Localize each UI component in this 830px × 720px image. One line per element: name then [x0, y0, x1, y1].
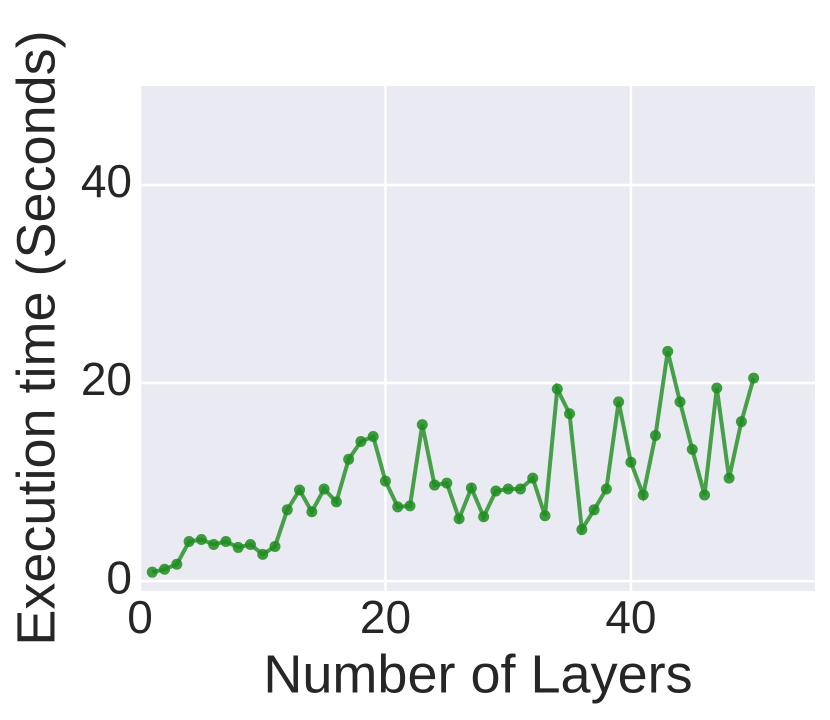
data-point — [564, 408, 576, 420]
data-point — [416, 419, 428, 431]
x-tick-label: 20 — [360, 591, 411, 643]
data-point — [686, 443, 698, 455]
data-point — [748, 372, 760, 384]
data-point — [404, 500, 416, 512]
data-point — [478, 511, 490, 523]
data-point — [159, 563, 171, 575]
data-point — [257, 548, 269, 560]
data-point — [711, 382, 723, 394]
data-point — [355, 435, 367, 447]
data-point — [723, 472, 735, 484]
data-point — [735, 416, 747, 428]
data-point — [429, 479, 441, 491]
x-tick-label: 0 — [127, 591, 153, 643]
data-point — [306, 506, 318, 518]
data-point — [269, 540, 281, 552]
data-point — [244, 538, 256, 550]
x-axis-label: Number of Layers — [263, 644, 692, 704]
data-point — [662, 345, 674, 357]
data-point — [171, 558, 183, 570]
data-point — [220, 535, 232, 547]
data-point — [195, 534, 207, 546]
data-point — [392, 501, 404, 513]
data-point — [625, 456, 637, 468]
data-point — [208, 538, 220, 550]
data-point — [281, 504, 293, 516]
data-point — [330, 496, 342, 508]
data-point — [600, 483, 612, 495]
data-point — [343, 453, 355, 465]
data-point — [551, 383, 563, 395]
x-tick-label: 40 — [605, 591, 656, 643]
data-point — [294, 484, 306, 496]
data-point — [637, 489, 649, 501]
data-point — [613, 396, 625, 408]
data-point — [539, 510, 551, 522]
plot-area — [140, 86, 815, 591]
data-point — [527, 472, 539, 484]
data-point — [699, 489, 711, 501]
data-point — [502, 483, 514, 495]
data-point — [146, 566, 158, 578]
data-point — [379, 475, 391, 487]
y-axis-label: Execution time (Seconds) — [6, 30, 66, 645]
data-point — [490, 485, 502, 497]
data-point — [576, 524, 588, 536]
data-point — [649, 430, 661, 442]
data-point — [514, 483, 526, 495]
data-point — [183, 535, 195, 547]
y-tick-label: 0 — [106, 551, 132, 603]
data-point — [674, 396, 686, 408]
data-point — [441, 477, 453, 489]
data-point — [318, 483, 330, 495]
data-point — [453, 513, 465, 525]
data-point — [232, 541, 244, 553]
data-point — [588, 504, 600, 516]
data-point — [465, 482, 477, 494]
y-tick-label: 20 — [81, 353, 132, 405]
data-point — [367, 431, 379, 443]
y-tick-label: 40 — [81, 155, 132, 207]
